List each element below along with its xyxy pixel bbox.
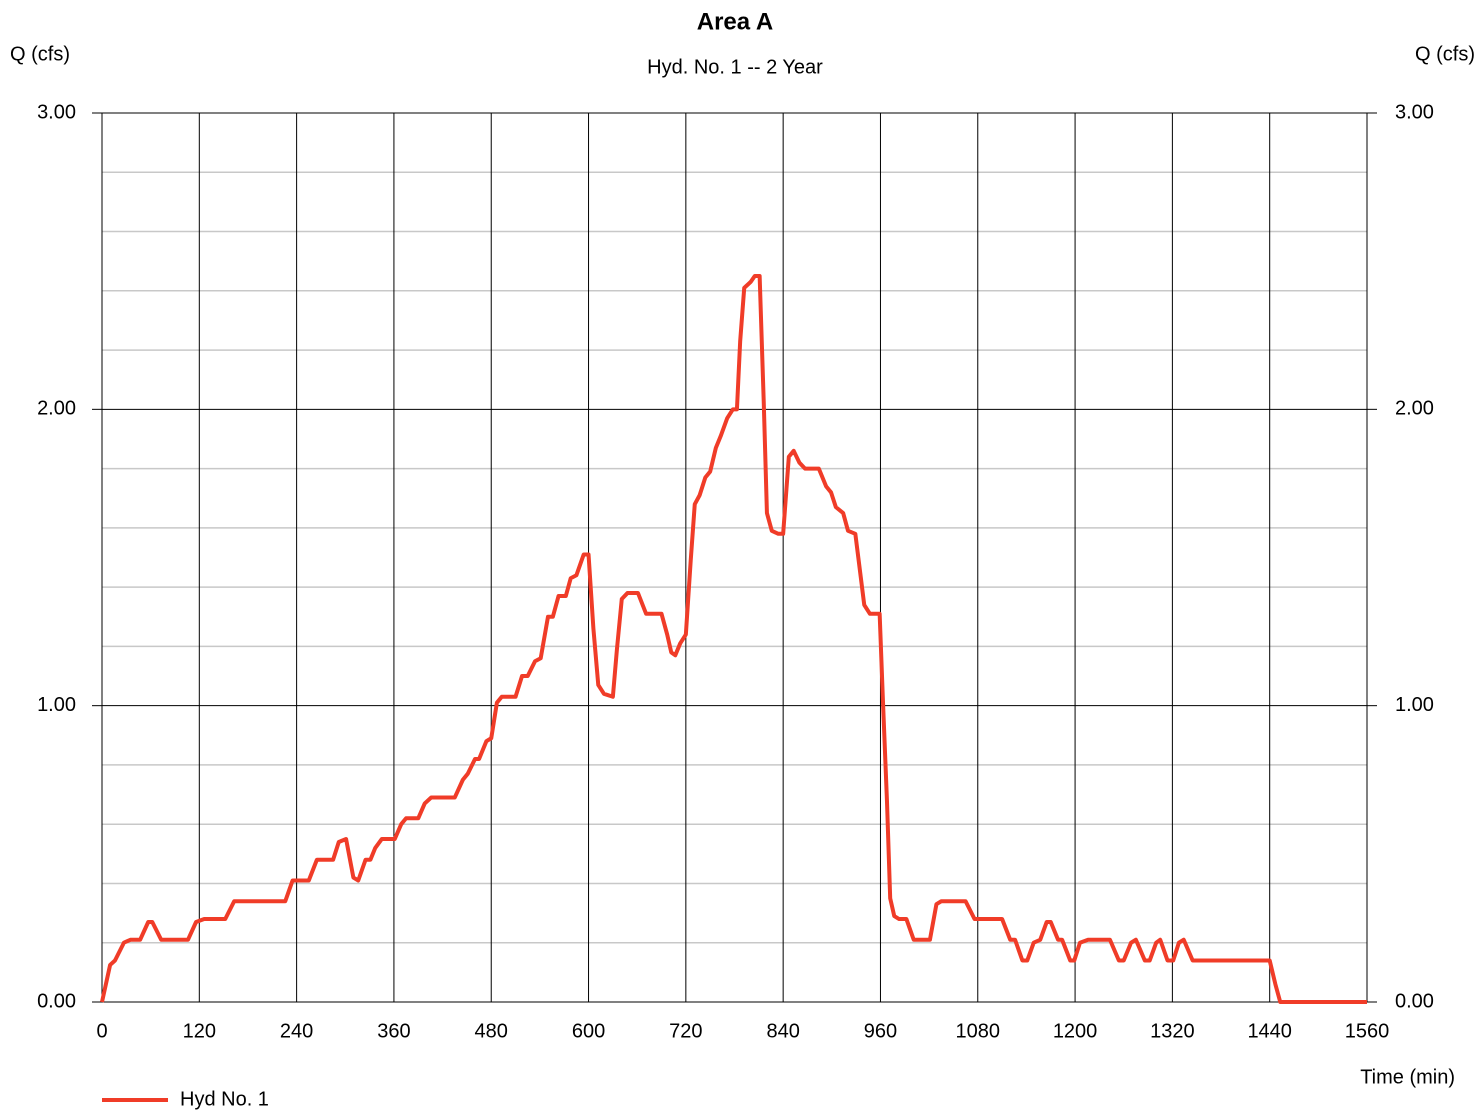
x-tick-label: 0: [96, 1020, 107, 1042]
chart-subtitle: Hyd. No. 1 -- 2 Year: [647, 56, 823, 78]
y-tick-label: 2.00: [37, 398, 76, 420]
x-axis-label: Time (min): [1360, 1066, 1455, 1088]
y2-tick-label: 1.00: [1395, 694, 1434, 716]
legend-label: Hyd No. 1: [180, 1088, 269, 1110]
x-tick-label: 1080: [956, 1020, 1001, 1042]
chart-title: Area A: [697, 8, 773, 35]
x-tick-label: 120: [183, 1020, 216, 1042]
x-tick-label: 840: [766, 1020, 799, 1042]
hydrograph-line: [100, 273, 1367, 1004]
y-tick-label: 1.00: [37, 694, 76, 716]
y-tick-label: 3.00: [37, 101, 76, 123]
plot-frame: [101, 112, 1368, 1003]
y2-axis-label: Q (cfs): [1415, 43, 1475, 65]
x-tick-label: 720: [669, 1020, 702, 1042]
x-tick-label: 600: [572, 1020, 605, 1042]
x-tick-label: 1440: [1247, 1020, 1292, 1042]
x-tick-label: 960: [864, 1020, 897, 1042]
x-tick-label: 1320: [1150, 1020, 1195, 1042]
x-tick-label: 1560: [1345, 1020, 1390, 1042]
x-tick-label: 240: [280, 1020, 313, 1042]
y-tick-label: 0.00: [37, 990, 76, 1012]
y2-tick-label: 3.00: [1395, 101, 1434, 123]
y2-tick-label: 0.00: [1395, 990, 1434, 1012]
x-tick-label: 360: [377, 1020, 410, 1042]
x-tick-label: 1200: [1053, 1020, 1098, 1042]
y-axis-label: Q (cfs): [10, 43, 70, 65]
x-tick-label: 480: [475, 1020, 508, 1042]
y2-tick-label: 2.00: [1395, 398, 1434, 420]
